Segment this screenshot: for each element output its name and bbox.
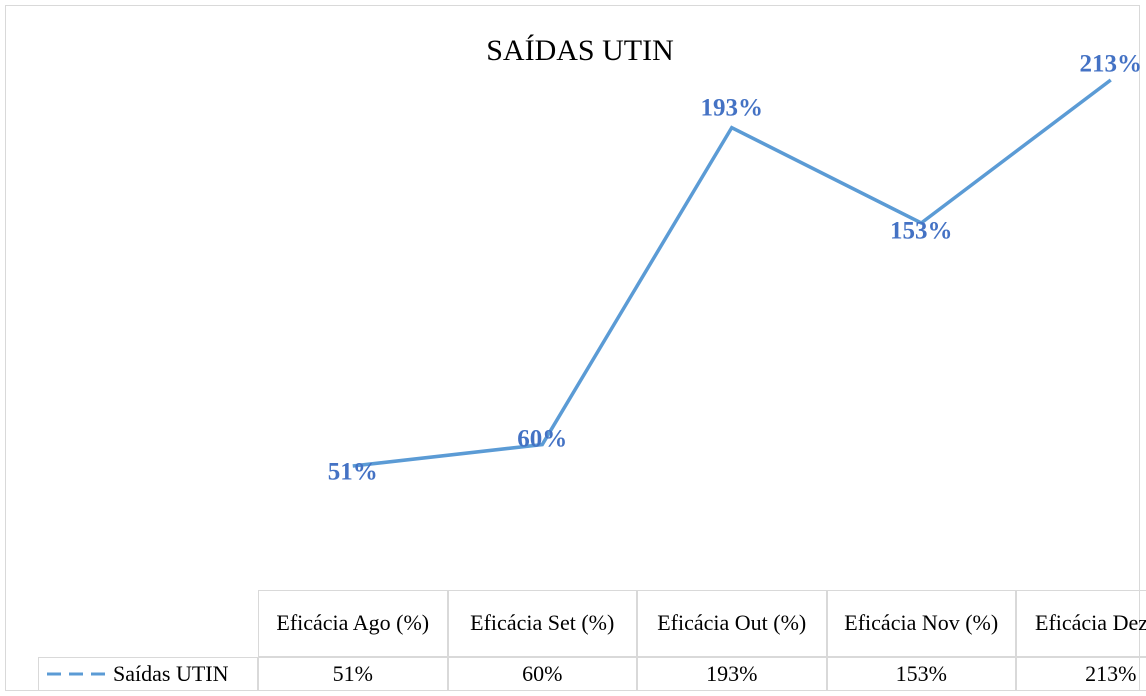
table-value: 153% xyxy=(826,657,1016,691)
data-label: 193% xyxy=(701,94,764,121)
legend-key xyxy=(47,672,107,676)
legend-label: Saídas UTIN xyxy=(113,660,229,686)
data-label: 51% xyxy=(328,459,378,486)
table-value: 51% xyxy=(258,657,448,691)
x-tick-label: Eficácia Dez (%) xyxy=(1016,590,1146,657)
line xyxy=(352,78,1112,468)
table-value: 60% xyxy=(447,657,637,691)
data-label: 213% xyxy=(1080,51,1143,78)
chart-title: SAÍDAS UTIN xyxy=(486,34,674,67)
legend-entry: Saídas UTIN xyxy=(38,657,258,691)
x-tick-label: Eficácia Ago (%) xyxy=(258,590,448,657)
table-value: 213% xyxy=(1016,657,1146,691)
data-label: 60% xyxy=(517,425,567,452)
table-value: 193% xyxy=(637,657,827,691)
x-tick-label: Eficácia Out (%) xyxy=(637,590,827,657)
data-label: 153% xyxy=(890,218,953,245)
x-tick-label: Eficácia Set (%) xyxy=(447,590,637,657)
x-tick-label: Eficácia Nov (%) xyxy=(826,590,1016,657)
